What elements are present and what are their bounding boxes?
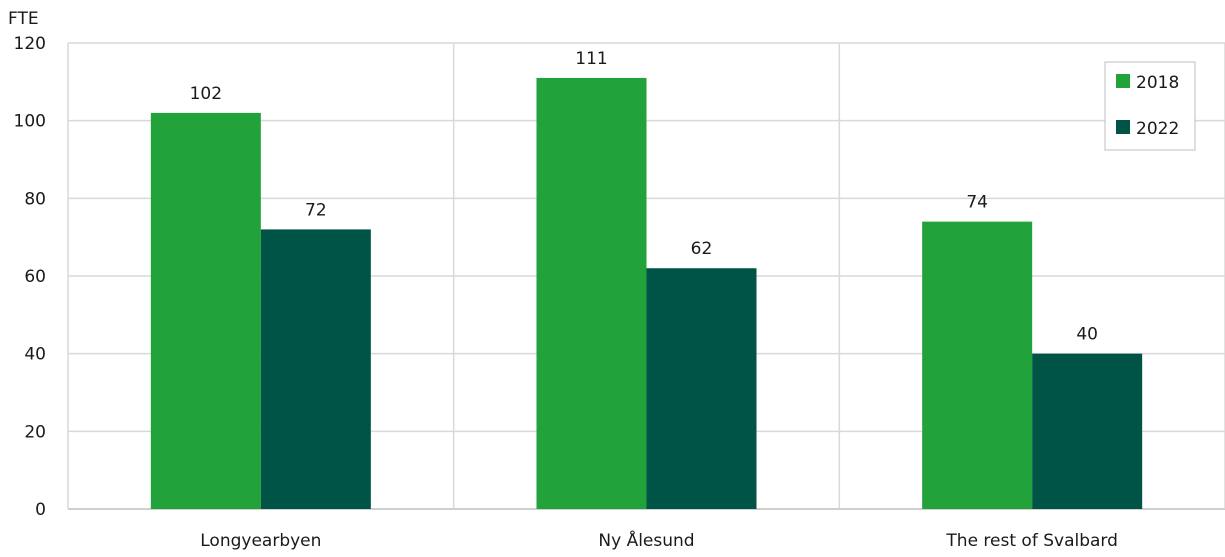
y-axis-ticks: 0 20 40 60 80 100 120 xyxy=(14,34,46,520)
bar-2018-2 xyxy=(922,221,1033,509)
y-tick-label-80: 80 xyxy=(24,189,46,209)
data-label-2018-0: 102 xyxy=(190,84,222,104)
bar-2018-0 xyxy=(150,112,261,510)
x-axis-categories: Longyearbyen Ny Ålesund The rest of Svalba… xyxy=(200,529,1118,551)
legend: 2018 2022 xyxy=(1104,61,1196,151)
y-tick-label-40: 40 xyxy=(24,345,46,365)
legend-swatch-2022 xyxy=(1116,120,1130,134)
category-label-0: Longyearbyen xyxy=(200,531,321,551)
data-labels: 102 72 111 62 74 40 xyxy=(190,49,1098,345)
legend-label-2018: 2018 xyxy=(1136,73,1179,93)
bar-2022-0 xyxy=(260,229,371,509)
bar-2022-1 xyxy=(646,268,757,509)
y-axis-label: FTE xyxy=(8,9,39,29)
data-label-2022-1: 62 xyxy=(691,239,713,259)
category-label-1: Ny Ålesund xyxy=(598,529,694,551)
bar-2022-2 xyxy=(1032,353,1143,509)
category-label-2: The rest of Svalbard xyxy=(945,531,1118,551)
legend-label-2022: 2022 xyxy=(1136,119,1179,139)
y-tick-label-0: 0 xyxy=(35,500,46,520)
y-tick-label-100: 100 xyxy=(14,112,46,132)
y-tick-label-60: 60 xyxy=(24,267,46,287)
bar-2018-1 xyxy=(536,77,647,509)
data-label-2018-2: 74 xyxy=(966,193,988,213)
bars xyxy=(150,77,1143,510)
y-tick-label-120: 120 xyxy=(14,34,46,54)
data-label-2022-2: 40 xyxy=(1076,325,1098,345)
data-label-2022-0: 72 xyxy=(305,200,327,220)
legend-swatch-2018 xyxy=(1116,74,1130,88)
y-tick-label-20: 20 xyxy=(24,422,46,442)
data-label-2018-1: 111 xyxy=(575,49,607,69)
